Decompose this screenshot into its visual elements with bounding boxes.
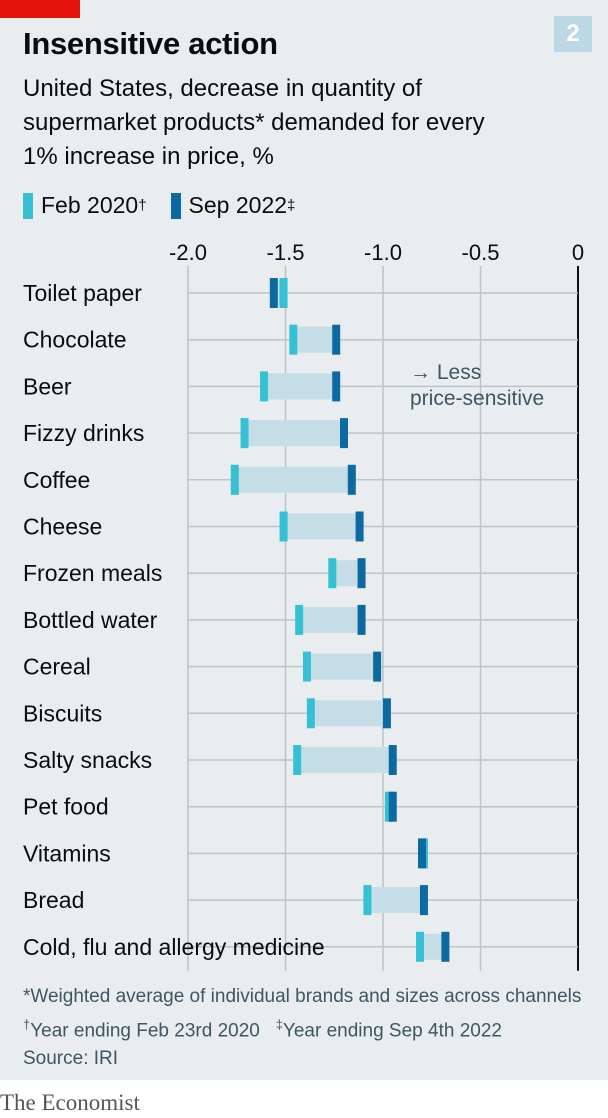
legend: Feb 2020 † Sep 2022 ‡ xyxy=(23,192,319,219)
x-tick-label: 0 xyxy=(572,240,584,265)
brand-red-tag xyxy=(0,0,80,18)
marker-feb-2020 xyxy=(279,278,288,308)
category-label: Cheese xyxy=(23,514,102,540)
marker-sep-2022 xyxy=(357,558,366,589)
marker-sep-2022 xyxy=(332,324,341,355)
category-label: Chocolate xyxy=(23,327,127,353)
range-band xyxy=(310,700,387,727)
range-band xyxy=(297,747,393,773)
marker-sep-2022 xyxy=(269,278,278,308)
annotation-line-1: → Less xyxy=(410,361,481,384)
marker-sep-2022 xyxy=(340,418,348,449)
range-band xyxy=(299,606,362,633)
range-band xyxy=(273,280,284,306)
range-band xyxy=(234,466,352,493)
chart-subtitle: United States, decrease in quantity of s… xyxy=(23,75,485,170)
category-label: Bread xyxy=(23,887,84,913)
marker-feb-2020 xyxy=(293,745,302,775)
range-band xyxy=(367,887,424,914)
category-label: Toilet paper xyxy=(23,280,142,306)
range-band xyxy=(244,420,344,447)
chart-number-badge: 2 xyxy=(554,16,592,52)
marker-sep-2022 xyxy=(388,791,397,822)
marker-feb-2020 xyxy=(295,604,304,635)
dumbbell-chart: -2.0 -1.5 -1.0 -0.5 0 Toilet paper Chocolate Be… xyxy=(23,240,584,971)
marker-sep-2022 xyxy=(355,511,364,542)
category-label: Bottled water xyxy=(23,607,158,633)
footnote-mark-feb: † xyxy=(23,1017,31,1032)
category-label: Fizzy drinks xyxy=(23,420,144,446)
marker-sep-2022 xyxy=(357,604,366,635)
marker-feb-2020 xyxy=(363,885,372,916)
marker-feb-2020 xyxy=(260,371,269,402)
x-tick-label: -1.0 xyxy=(364,240,402,265)
range-band xyxy=(306,653,378,680)
legend-label-feb: Feb 2020 xyxy=(41,192,139,218)
category-label: Biscuits xyxy=(23,700,102,726)
footnote-source: Source: IRI xyxy=(23,1048,119,1070)
marker-sep-2022 xyxy=(418,838,426,869)
footnote-sep-period: Year ending Sep 4th 2022 xyxy=(282,1020,502,1042)
category-label: Beer xyxy=(23,373,72,399)
marker-sep-2022 xyxy=(441,931,450,962)
footnote-periods: †Year ending Feb 23rd 2020 ‡Year ending … xyxy=(23,1011,581,1045)
marker-feb-2020 xyxy=(328,558,337,589)
economist-logo: The Economist xyxy=(0,1090,140,1115)
legend-swatch-feb xyxy=(23,192,33,219)
marker-sep-2022 xyxy=(419,885,428,916)
category-label: Salty snacks xyxy=(23,747,152,773)
footnote-mark-sep: ‡ xyxy=(275,1017,283,1032)
marker-feb-2020 xyxy=(416,931,425,962)
marker-sep-2022 xyxy=(347,464,356,495)
marker-sep-2022 xyxy=(382,698,391,729)
range-band xyxy=(332,560,362,587)
marker-feb-2020 xyxy=(302,651,311,682)
marker-sep-2022 xyxy=(388,745,397,775)
chart-title: Insensitive action xyxy=(23,26,278,61)
marker-sep-2022 xyxy=(373,651,382,682)
marker-sep-2022 xyxy=(332,371,341,402)
marker-feb-2020 xyxy=(230,464,239,495)
footnote-feb-period: Year ending Feb 23rd 2020 xyxy=(30,1020,260,1042)
legend-item-feb: Feb 2020 † xyxy=(23,192,147,219)
legend-mark-sep: ‡ xyxy=(287,197,296,214)
marker-feb-2020 xyxy=(279,511,288,542)
footnotes: *Weighted average of individual brands a… xyxy=(23,983,581,1073)
category-label: Coffee xyxy=(23,467,90,493)
x-tick-label: -0.5 xyxy=(462,240,500,265)
annotation-line-2: price-sensitive xyxy=(410,387,544,410)
category-label: Cold, flu and allergy medicine xyxy=(23,934,325,960)
x-tick-label: -1.5 xyxy=(267,240,305,265)
x-tick-label: -2.0 xyxy=(169,240,207,265)
marker-feb-2020 xyxy=(306,698,315,729)
category-label: Pet food xyxy=(23,794,109,820)
marker-feb-2020 xyxy=(240,418,249,449)
legend-label-sep: Sep 2022 xyxy=(188,192,288,218)
footnote-weighted-average: *Weighted average of individual brands a… xyxy=(23,986,582,1007)
marker-feb-2020 xyxy=(289,324,298,355)
category-label: Vitamins xyxy=(23,840,111,866)
footer-band xyxy=(0,1080,608,1118)
legend-item-sep: Sep 2022 ‡ xyxy=(170,192,296,219)
category-label: Frozen meals xyxy=(23,560,162,586)
category-label: Cereal xyxy=(23,654,91,680)
range-band xyxy=(283,513,360,540)
range-band xyxy=(420,933,446,960)
range-band xyxy=(293,326,337,353)
range-band xyxy=(264,373,337,400)
legend-mark-feb: † xyxy=(138,197,147,214)
legend-swatch-sep xyxy=(170,192,181,219)
